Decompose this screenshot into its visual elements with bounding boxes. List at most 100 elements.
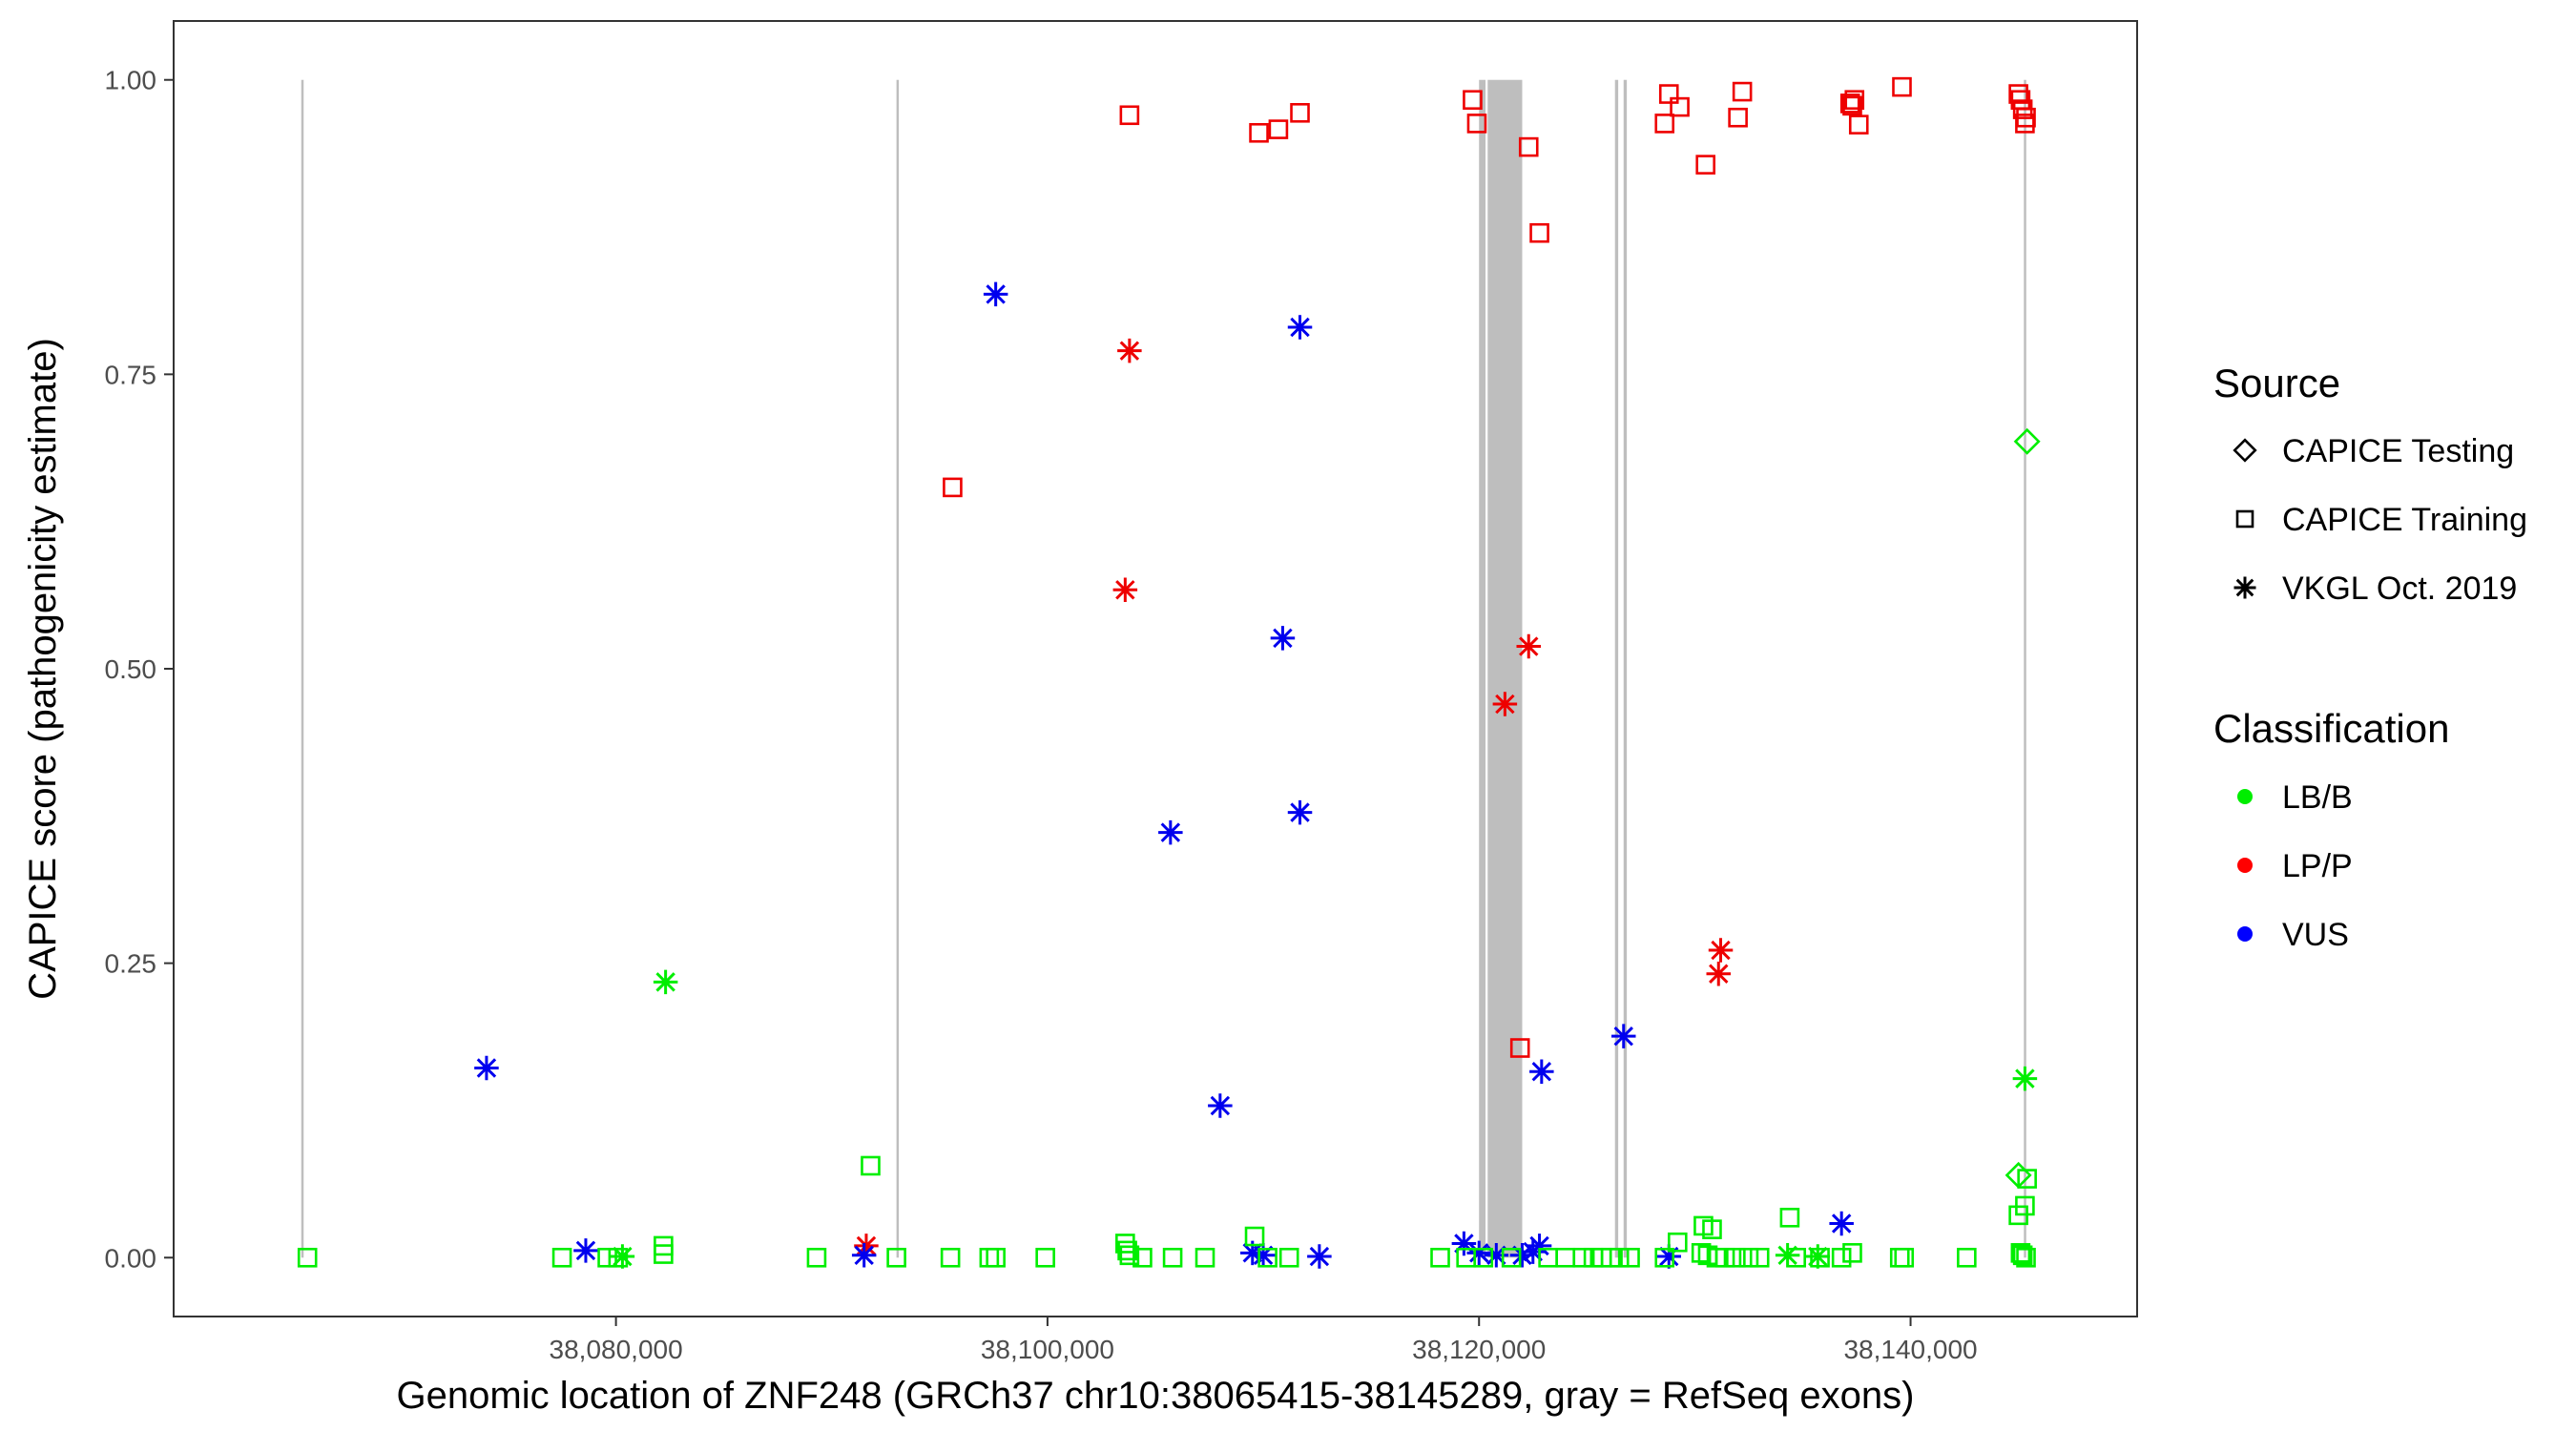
data-point xyxy=(1244,1226,1265,1247)
data-point xyxy=(297,1247,318,1268)
data-point xyxy=(1786,1247,1806,1268)
data-point xyxy=(1158,819,1183,845)
data-point xyxy=(2016,107,2036,128)
data-point xyxy=(1609,1247,1630,1268)
data-point xyxy=(1529,1059,1554,1084)
data-point xyxy=(986,1247,1006,1268)
legend-source-item: CAPICE Testing xyxy=(2233,433,2514,469)
data-point xyxy=(1466,114,1487,134)
data-point xyxy=(2013,427,2041,455)
data-point xyxy=(1484,1243,1509,1268)
data-point xyxy=(1466,1240,1491,1266)
legend-source-label: CAPICE Training xyxy=(2282,502,2527,538)
data-point xyxy=(1611,1024,1636,1048)
exon-band xyxy=(896,79,900,1258)
exon-band xyxy=(1614,79,1619,1258)
data-point xyxy=(1430,1247,1450,1268)
data-point xyxy=(854,1234,879,1258)
data-point xyxy=(1842,1243,1862,1263)
data-point xyxy=(1240,1240,1265,1266)
data-point xyxy=(1620,1247,1640,1268)
legend: Source CAPICE Testing CAPICE Training VKGL… xyxy=(2213,361,2527,953)
data-point xyxy=(1451,1231,1477,1256)
legend-source-label: CAPICE Testing xyxy=(2282,433,2514,469)
data-point xyxy=(886,1247,906,1268)
exon-band xyxy=(1479,79,1486,1258)
data-point xyxy=(1287,315,1313,340)
data-point xyxy=(1702,1219,1722,1239)
data-point xyxy=(1738,1247,1759,1268)
data-point xyxy=(1115,1234,1135,1254)
data-point xyxy=(2012,1066,2038,1091)
legend-source-title: Source xyxy=(2213,361,2340,405)
data-point xyxy=(1529,222,1549,243)
data-point xyxy=(1844,90,1865,111)
data-point xyxy=(1463,90,1483,111)
data-point xyxy=(806,1247,827,1268)
data-point xyxy=(1732,81,1753,102)
data-point xyxy=(2012,1245,2033,1266)
data-point xyxy=(2010,1243,2031,1263)
data-point xyxy=(1749,1247,1770,1268)
data-point xyxy=(1779,1207,1800,1228)
data-point xyxy=(1132,1247,1153,1268)
data-point xyxy=(1572,1247,1593,1268)
data-point xyxy=(1839,93,1860,114)
data-point xyxy=(1708,938,1734,963)
data-point xyxy=(1195,1247,1215,1268)
data-point xyxy=(551,1247,572,1268)
data-point xyxy=(573,1238,598,1263)
axes: 38,080,000 38,100,000 38,120,000 38,140,000… xyxy=(105,66,1978,1364)
exon-band xyxy=(2024,79,2026,1258)
data-point xyxy=(1287,799,1313,825)
data-point xyxy=(1162,1247,1183,1268)
y-tick-label: 1.00 xyxy=(105,66,157,95)
legend-classification-label: LP/P xyxy=(2282,848,2353,884)
exon-bands xyxy=(301,79,2026,1258)
data-point xyxy=(1810,1247,1830,1268)
data-point xyxy=(1290,102,1310,123)
data-point xyxy=(1691,1243,1712,1263)
exon-band xyxy=(1487,79,1523,1258)
data-point xyxy=(1842,95,1862,116)
legend-classification-label: LB/B xyxy=(2282,779,2353,816)
legend-classification-item: VUS xyxy=(2237,917,2349,953)
data-point xyxy=(1695,155,1715,175)
legend-source-item: VKGL Oct. 2019 xyxy=(2233,570,2517,607)
data-point xyxy=(1278,1247,1299,1268)
legend-classification-item: LB/B xyxy=(2237,779,2353,816)
data-point xyxy=(1518,136,1539,157)
data-point xyxy=(1894,1247,1915,1268)
data-point xyxy=(1728,107,1748,128)
y-tick-label: 0.00 xyxy=(105,1243,157,1273)
data-point xyxy=(1670,96,1690,117)
y-tick-label: 0.75 xyxy=(105,360,157,389)
data-point xyxy=(1117,338,1142,363)
data-point xyxy=(1249,122,1269,143)
legend-source-item: CAPICE Training xyxy=(2235,502,2527,538)
data-points xyxy=(297,76,2041,1269)
data-point xyxy=(1119,1245,1140,1266)
data-point xyxy=(1509,1243,1535,1268)
data-point xyxy=(1706,962,1732,986)
data-point xyxy=(654,1244,674,1264)
data-point xyxy=(1892,76,1912,97)
data-point xyxy=(1492,692,1518,716)
data-point xyxy=(1257,1247,1278,1268)
x-tick-label: 38,140,000 xyxy=(1843,1335,1977,1364)
data-point xyxy=(1848,114,1869,135)
data-point xyxy=(1035,1247,1055,1268)
data-point xyxy=(653,969,678,995)
data-point xyxy=(851,1243,877,1268)
data-point xyxy=(1654,1247,1675,1268)
data-point xyxy=(1251,1243,1276,1268)
data-point xyxy=(474,1055,499,1081)
data-point xyxy=(1270,626,1296,651)
data-point xyxy=(1726,1247,1746,1268)
exon-band xyxy=(1623,79,1628,1258)
data-point xyxy=(1307,1244,1332,1269)
data-point xyxy=(1656,1244,1681,1269)
data-point xyxy=(1654,114,1675,134)
